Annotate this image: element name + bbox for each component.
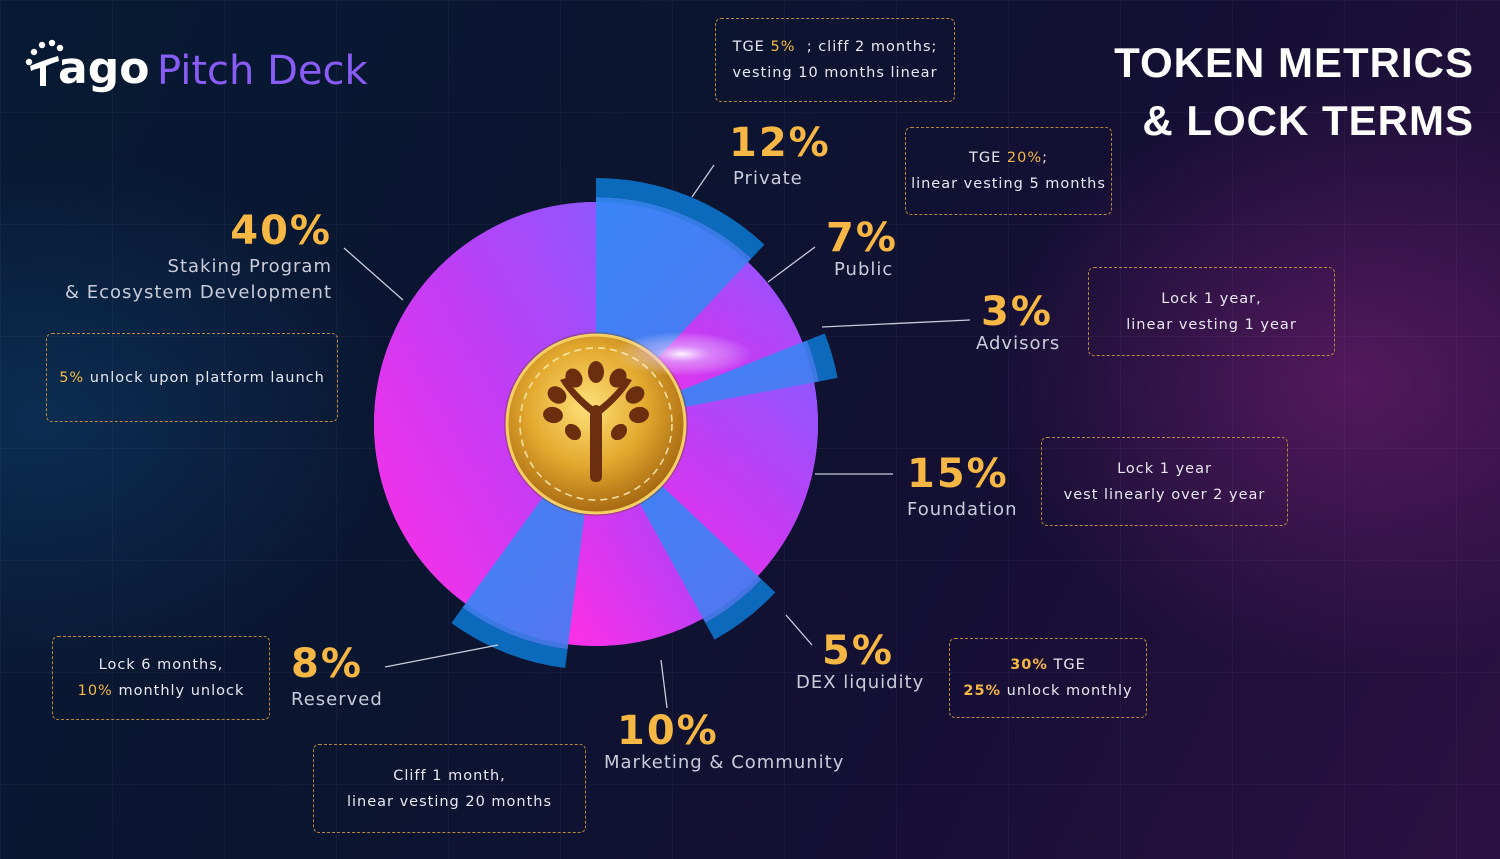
note-advisors-line1: Lock 1 year, [1161, 290, 1262, 307]
pie-slice-staking-program-ecosystem-development [374, 202, 596, 604]
label-dex-pct: 5% [822, 628, 894, 674]
label-advisors: 3% Advisors [976, 289, 1060, 357]
pie-slice-band-reserved [451, 607, 568, 669]
pie-slice-band-private [596, 178, 765, 259]
label-marketing-name: Marketing & Community [604, 752, 845, 773]
note-dex-line1: 30% TGE [1010, 657, 1086, 673]
light-flare [612, 332, 752, 376]
note-private-line1: TGE 5% ; cliff 2 months; [732, 39, 938, 55]
note-advisors: Lock 1 year, linear vesting 1 year [1088, 267, 1335, 356]
pie-slice-band-dex-liquidity [705, 579, 776, 640]
leader-line-staking [343, 247, 404, 301]
leader-line-dex [785, 614, 813, 646]
label-advisors-name: Advisors [976, 333, 1061, 354]
note-foundation-line1: Lock 1 year [1117, 460, 1212, 477]
note-public-line2: linear vesting 5 months [911, 176, 1106, 192]
note-dex: 30% TGE 25% unlock monthly [949, 638, 1147, 718]
logo-wordmark: ago [58, 43, 150, 94]
note-staking-line1: 5% unlock upon platform launch [59, 369, 325, 386]
label-public-name: Public [834, 259, 894, 280]
label-private-pct: 12% [729, 120, 831, 166]
coin-emblem [504, 332, 688, 516]
label-staking: 40% Staking Program & Ecosystem Developm… [65, 208, 332, 306]
page-title-line2: & LOCK TERMS [1142, 97, 1474, 144]
label-public-pct: 7% [826, 215, 898, 261]
page-title-line1: TOKEN METRICS [1114, 39, 1474, 86]
label-foundation-pct: 15% [907, 451, 1009, 497]
label-dex: 5% DEX liquidity [796, 628, 924, 696]
note-private: TGE 5% ; cliff 2 months; vesting 10 mont… [715, 18, 955, 102]
note-private-line2: vesting 10 months linear [732, 65, 938, 81]
label-reserved: 8% Reserved [291, 641, 383, 713]
note-foundation-line2: vest linearly over 2 year [1063, 486, 1266, 503]
label-marketing: 10% Marketing & Community [604, 708, 844, 776]
pie-slice-band-advisors [807, 333, 838, 382]
logo-icon [25, 39, 64, 86]
note-foundation: Lock 1 year vest linearly over 2 year [1041, 437, 1288, 526]
note-reserved-line1: Lock 6 months, [98, 657, 224, 673]
label-reserved-pct: 8% [291, 641, 363, 687]
label-reserved-name: Reserved [291, 689, 383, 710]
note-reserved: Lock 6 months, 10% monthly unlock [52, 636, 270, 720]
note-public-line1: TGE 20%; [969, 150, 1048, 166]
leader-line-private [691, 164, 715, 198]
label-public: 7% Public [826, 215, 898, 283]
note-marketing-line2: linear vesting 20 months [346, 793, 553, 810]
deck-title: Pitch Deck [157, 48, 368, 94]
label-foundation-name: Foundation [907, 499, 1018, 520]
note-public: TGE 20%; linear vesting 5 months [905, 127, 1112, 215]
leader-line-reserved [384, 644, 499, 668]
tree-icon [543, 361, 649, 482]
label-foundation: 15% Foundation [907, 451, 1017, 523]
label-staking-name-line1: Staking Program [167, 256, 332, 277]
label-private: 12% Private [729, 120, 831, 192]
label-advisors-pct: 3% [981, 289, 1053, 335]
leader-line-marketing [660, 659, 668, 709]
note-reserved-line2: 10% monthly unlock [77, 683, 245, 699]
label-marketing-pct: 10% [617, 708, 719, 754]
leader-line-public [767, 246, 816, 283]
label-private-name: Private [733, 168, 803, 189]
note-marketing-line1: Cliff 1 month, [393, 767, 506, 784]
note-marketing: Cliff 1 month, linear vesting 20 months [313, 744, 586, 833]
note-dex-line2: 25% unlock monthly [963, 683, 1133, 699]
label-staking-name-line2: & Ecosystem Development [64, 282, 332, 303]
leader-line-advisors [821, 319, 971, 328]
page-title: TOKEN METRICS & LOCK TERMS [1114, 34, 1474, 150]
label-dex-name: DEX liquidity [796, 672, 925, 693]
note-staking: 5% unlock upon platform launch [46, 333, 338, 422]
note-advisors-line2: linear vesting 1 year [1126, 316, 1297, 333]
label-staking-pct: 40% [230, 208, 332, 254]
